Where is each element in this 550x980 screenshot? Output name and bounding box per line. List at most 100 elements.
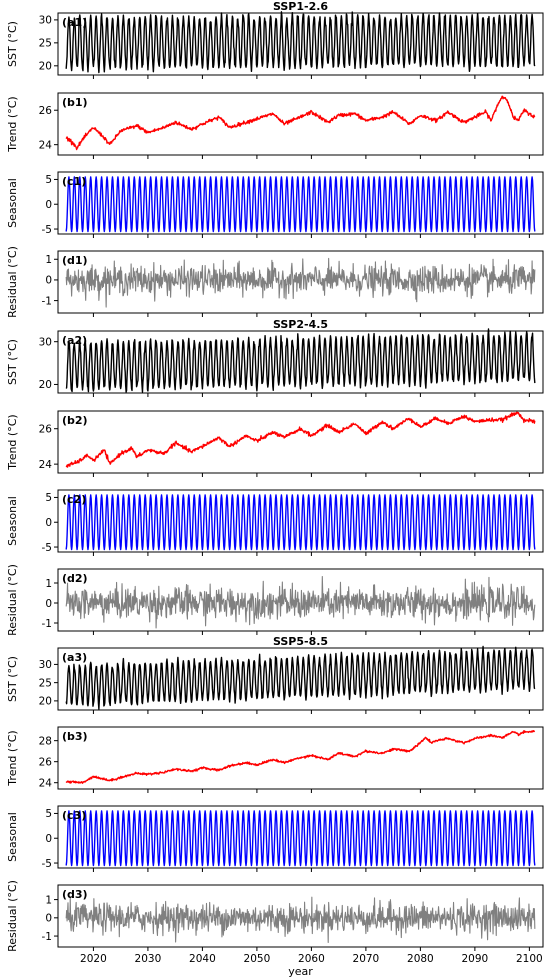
y-tick-label: -5 (42, 542, 52, 554)
panel-frame (57, 250, 544, 314)
panel-label: (b2) (62, 414, 88, 427)
panel-label: (a3) (62, 651, 87, 664)
panel-frame (57, 92, 544, 156)
x-tick-label: 2050 (244, 953, 271, 965)
panel-label: (c2) (62, 493, 86, 506)
x-tick-label: 2020 (80, 953, 107, 965)
y-tick-label: 0 (45, 913, 52, 925)
y-axis-label: Seasonal (6, 812, 19, 862)
panel-d3: -1 0 1 (d3) Residual (°C) (6, 880, 544, 952)
series-line-residual (65, 576, 536, 629)
y-tick-label: -1 (42, 931, 52, 943)
y-tick-label: 0 (45, 598, 52, 610)
panel-c3: -5 0 5 (c3) Seasonal (6, 805, 544, 872)
y-tick-label: 30 (39, 659, 52, 671)
y-tick-label: -1 (42, 295, 52, 307)
y-axis-label: SST (°C) (6, 339, 19, 385)
y-tick-label: 26 (39, 105, 53, 117)
y-tick-label: 24 (39, 777, 53, 789)
panel-a3: 20 25 30 (a3) SST (°C) (6, 645, 544, 714)
y-axis-label: Trend (°C) (6, 730, 19, 786)
panel-label: (a2) (62, 334, 87, 347)
panel-label: (a1) (62, 16, 87, 29)
y-tick-label: -5 (42, 224, 52, 236)
series-line-trend (65, 95, 536, 151)
panel-label: (c3) (62, 809, 86, 822)
y-tick-label: 30 (39, 336, 52, 348)
panel-frame (57, 489, 544, 553)
y-tick-label: 24 (39, 459, 53, 471)
y-axis-label: Trend (°C) (6, 414, 19, 470)
panel-frame (57, 884, 544, 948)
panel-frame (57, 12, 544, 76)
y-axis-label: SST (°C) (6, 656, 19, 702)
scenario-title: SSP5-8.5 (273, 635, 328, 648)
panel-a2: 20 30 (a2) SST (°C) (6, 328, 544, 397)
series-line-sst (65, 11, 536, 74)
panel-frame (57, 568, 544, 632)
x-tick-label: 2040 (189, 953, 216, 965)
y-tick-label: 26 (39, 756, 53, 768)
panel-label: (b3) (62, 730, 88, 743)
y-tick-label: 26 (39, 424, 53, 436)
y-tick-label: 0 (45, 833, 52, 845)
x-tick-label: 2060 (298, 953, 325, 965)
panel-a1: 20 25 30 (a1) SST (°C) (6, 11, 544, 79)
series-line-residual (65, 257, 536, 308)
y-tick-label: 5 (45, 808, 52, 820)
y-tick-label: 20 (39, 379, 52, 391)
y-tick-label: 0 (45, 275, 52, 287)
panel-label: (b1) (62, 96, 88, 109)
series-line-seasonal (65, 176, 536, 233)
y-tick-label: 24 (39, 139, 53, 151)
y-tick-label: 25 (39, 38, 52, 50)
scenario-title: SSP2-4.5 (273, 318, 328, 331)
panel-frame (57, 805, 544, 869)
y-axis-label: Seasonal (6, 496, 19, 546)
y-tick-label: 1 (45, 254, 52, 266)
y-tick-label: 5 (45, 492, 52, 504)
panel-d1: -1 0 1 (d1) Residual (°C) (6, 246, 544, 318)
x-tick-label: 2080 (407, 953, 434, 965)
y-tick-label: 1 (45, 578, 52, 590)
y-tick-label: -5 (42, 858, 52, 870)
panel-label: (d2) (62, 572, 88, 585)
panel-frame (57, 410, 544, 474)
y-tick-label: 0 (45, 199, 52, 211)
panel-label: (d3) (62, 888, 88, 901)
y-tick-label: 30 (39, 15, 52, 27)
x-tick-label: 2030 (135, 953, 162, 965)
y-tick-label: 20 (39, 61, 52, 73)
panel-b1: 24 26 (b1) Trend (°C) (6, 92, 544, 159)
y-tick-label: 25 (39, 677, 52, 689)
series-line-seasonal (65, 810, 536, 867)
panel-label: (c1) (62, 175, 86, 188)
x-axis-label: year (288, 965, 313, 978)
y-axis-label: SST (°C) (6, 21, 19, 67)
series-line-residual (65, 896, 536, 944)
panel-c1: -5 0 5 (c1) Seasonal (6, 171, 544, 238)
y-axis-label: Seasonal (6, 178, 19, 228)
x-tick-label: 2070 (353, 953, 380, 965)
series-line-sst (65, 328, 536, 393)
y-axis-label: Residual (°C) (6, 564, 19, 636)
series-line-seasonal (65, 494, 536, 551)
panel-frame (57, 330, 544, 394)
y-tick-label: 1 (45, 894, 52, 906)
x-tick-label: 2100 (516, 953, 543, 965)
panel-frame (57, 171, 544, 235)
x-tick-label: 2090 (462, 953, 489, 965)
y-tick-label: -1 (42, 618, 52, 630)
panel-b3: 24 26 28 (b3) Trend (°C) (6, 726, 544, 793)
panel-frame (57, 726, 544, 790)
y-axis-label: Trend (°C) (6, 96, 19, 152)
panel-label: (d1) (62, 254, 88, 267)
panel-c2: -5 0 5 (c2) Seasonal (6, 489, 544, 556)
y-tick-label: 28 (39, 735, 52, 747)
y-axis-label: Residual (°C) (6, 246, 19, 318)
y-axis-label: Residual (°C) (6, 880, 19, 952)
y-tick-label: 0 (45, 517, 52, 529)
panel-d2: -1 0 1 (d2) Residual (°C) (6, 564, 544, 636)
panel-frame (57, 647, 544, 711)
